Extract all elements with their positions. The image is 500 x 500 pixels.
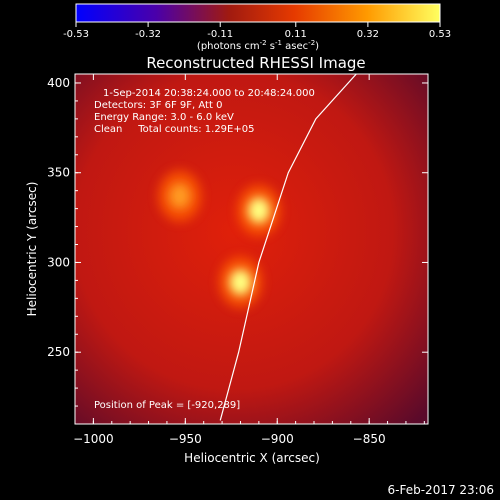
x-tick-label: −950: [169, 432, 202, 446]
plot-frame: [74, 73, 429, 425]
y-tick-label: 300: [47, 255, 70, 269]
x-axis-ticks: −1000 −950 −900 −850: [73, 74, 425, 446]
colorbar-tick-label: -0.53: [63, 29, 89, 40]
y-tick-label: 400: [47, 76, 70, 90]
x-tick-label: −850: [353, 432, 386, 446]
colorbar-tick-label: -0.11: [207, 29, 233, 40]
colorbar: [75, 3, 441, 23]
heatmap-background: [75, 74, 428, 424]
colorbar-unit-label: (photons cm-2 s-1 asec-2): [197, 39, 319, 52]
x-tick-label: −900: [261, 432, 294, 446]
y-tick-label: 250: [47, 345, 70, 359]
heatmap-sources: [157, 170, 281, 309]
colorbar-ticks: -0.53 -0.32 -0.11 0.11 0.32 0.53: [63, 22, 451, 40]
x-axis-label: Heliocentric X (arcsec): [184, 451, 320, 465]
source-core: [168, 183, 191, 210]
source-core: [247, 197, 270, 224]
footer-date: 6-Feb-2017 23:06: [388, 483, 494, 497]
colorbar-tick-label: 0.53: [429, 29, 451, 40]
source-core: [229, 269, 252, 296]
colorbar-tick-label: 0.32: [357, 29, 379, 40]
x-tick-label: −1000: [73, 432, 114, 446]
annotation-time-range: 1-Sep-2014 20:38:24.000 to 20:48:24.000: [103, 88, 315, 99]
annotation-detectors: Detectors: 3F 6F 9F, Att 0: [94, 100, 222, 111]
colorbar-tick-label: -0.32: [135, 29, 161, 40]
annotation-energy-range: Energy Range: 3.0 - 6.0 keV: [94, 112, 234, 123]
chart-title: Reconstructed RHESSI Image: [146, 54, 365, 72]
y-tick-label: 350: [47, 166, 70, 180]
solar-limb-curve: [219, 74, 357, 421]
annotation-peak-position: Position of Peak = [-920,289]: [94, 400, 240, 411]
annotation-total-counts: Clean Total counts: 1.29E+05: [94, 124, 254, 135]
y-axis-ticks: 250 300 350 400: [47, 76, 428, 407]
colorbar-tick-label: 0.11: [285, 29, 307, 40]
y-axis-label: Heliocentric Y (arcsec): [25, 182, 39, 317]
plot-area: [75, 74, 428, 424]
